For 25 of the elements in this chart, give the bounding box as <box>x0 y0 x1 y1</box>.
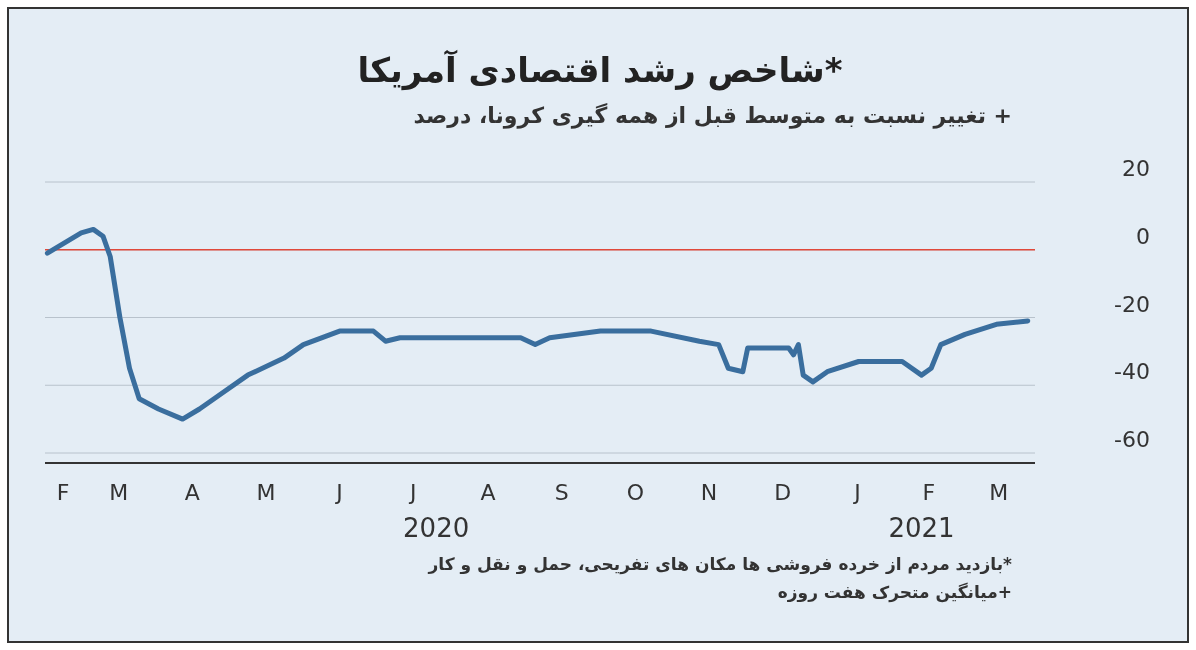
y-tick-label: -60 <box>1114 427 1150 452</box>
chart-subtitle: + تغییر نسبت به متوسط قبل از همه گیری کرونا، درصد <box>413 102 1012 129</box>
text: +میانگین متحرک هفت روزه <box>777 582 1012 603</box>
text: J <box>334 480 343 505</box>
text: N <box>700 480 718 505</box>
y-tick-label: 20 <box>1122 156 1150 181</box>
text: F <box>922 480 936 505</box>
text: A <box>480 480 496 505</box>
text: F <box>56 480 70 505</box>
text: A <box>184 480 200 505</box>
text: J <box>407 480 417 505</box>
text: M <box>256 480 276 505</box>
text: S <box>554 480 569 505</box>
y-tick-label: -20 <box>1114 291 1150 317</box>
text: J <box>852 480 861 505</box>
chart-title: *شاخص رشد اقتصادی آمریکا <box>357 49 843 91</box>
x-tick-label: 2020 <box>403 513 470 543</box>
text: M <box>989 480 1009 505</box>
text: M <box>109 480 129 505</box>
y-tick-label: 0 <box>1136 223 1150 249</box>
y-tick-label: -40 <box>1114 359 1150 385</box>
x-tick-label: 2021 <box>888 513 955 543</box>
text: *بازدید مردم از خرده فروشی ها مکان های تفریحی، حمل و نقل و کار <box>427 554 1013 575</box>
text: O <box>626 480 645 505</box>
text: D <box>774 480 792 505</box>
